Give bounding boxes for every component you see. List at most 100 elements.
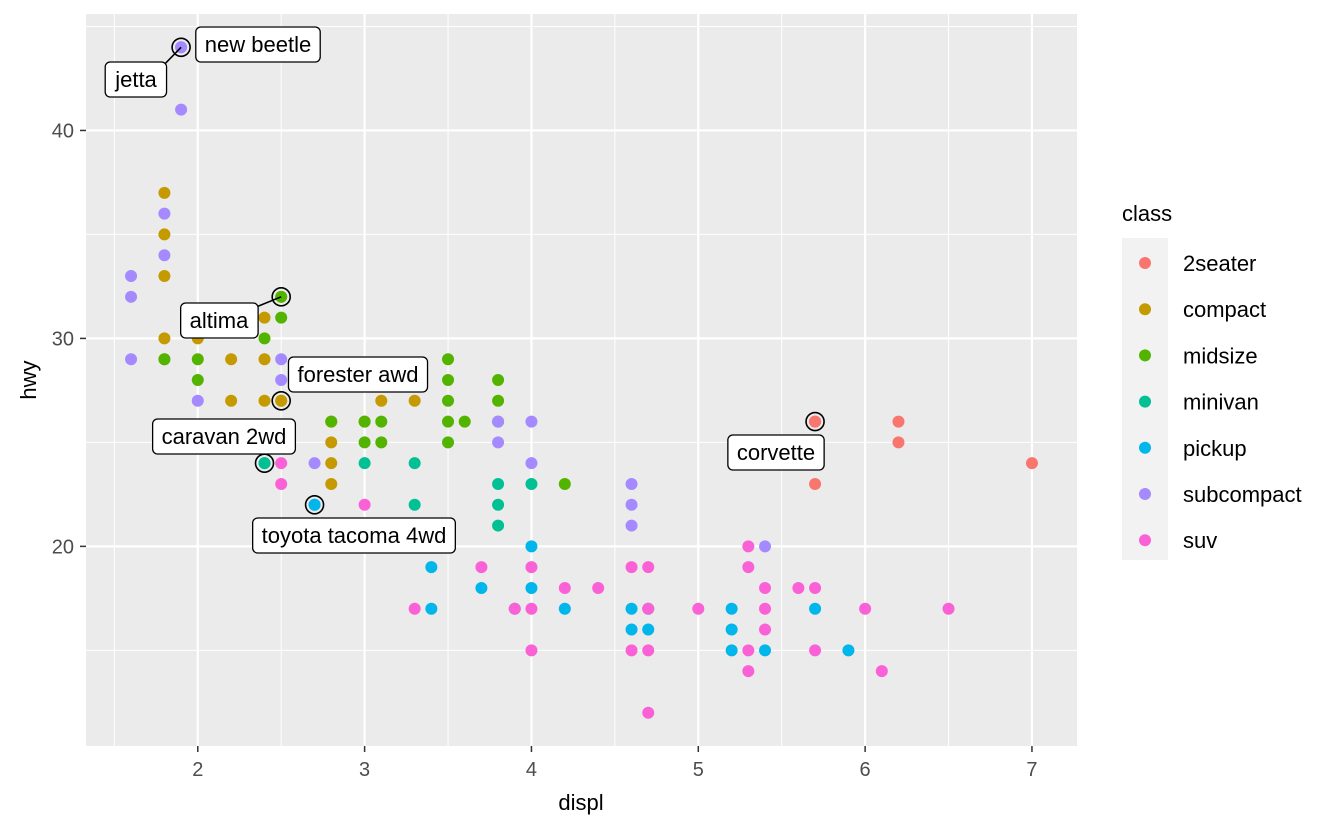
point-compact [158, 332, 171, 345]
highlight-ring [171, 37, 191, 58]
point-midsize [442, 436, 455, 449]
x-tick-label: 2 [192, 759, 203, 781]
legend: class 2seater compact midsize minivan pickup… [1122, 201, 1302, 560]
point-midsize [375, 415, 388, 428]
annotation-text: altima [190, 308, 249, 333]
point-compact [258, 311, 271, 324]
annotation-box [151, 418, 297, 455]
annotation-text: caravan 2wd [162, 424, 287, 449]
x-axis-title: displ [558, 790, 603, 815]
point-suv [692, 602, 705, 615]
y-tick-label: 40 [52, 120, 74, 142]
point-midsize [191, 353, 204, 366]
point-midsize [358, 436, 371, 449]
point-pickup [809, 602, 822, 615]
point-subcompact [492, 436, 505, 449]
point-midsize [492, 394, 505, 407]
highlight-ring [271, 287, 291, 307]
point-compact [225, 353, 238, 366]
annotation-label: caravan 2wd [151, 418, 297, 455]
y-axis: 20 30 40 [52, 120, 86, 558]
point-suv [742, 665, 755, 678]
x-tick-label: 4 [526, 759, 537, 781]
point-subcompact [275, 353, 288, 366]
point-midsize [191, 374, 204, 386]
x-axis: 2 3 4 5 6 7 [192, 746, 1038, 781]
point-compact [158, 270, 171, 283]
point-suv [475, 561, 488, 574]
point-suv [742, 540, 755, 553]
point-subcompact [759, 540, 772, 553]
point-suv [525, 602, 538, 615]
point-midsize [258, 332, 271, 345]
legend-label-2seater: 2seater [1183, 251, 1256, 276]
point-suv [275, 477, 288, 490]
point-pickup [625, 602, 638, 615]
highlight-point [258, 457, 271, 470]
highlight-ring [271, 390, 291, 411]
point-pickup [725, 623, 738, 636]
point-suv [525, 644, 538, 657]
annotations: new beetle jetta altima forester awd caravan… [104, 26, 825, 554]
point-compact [158, 186, 171, 199]
point-midsize [442, 415, 455, 428]
legend-label-compact: compact [1183, 297, 1266, 322]
point-pickup [725, 602, 738, 615]
annotation-text: new beetle [205, 32, 311, 57]
plot-panel [86, 14, 1077, 746]
point-2seater [892, 415, 905, 428]
point-suv [642, 561, 655, 574]
point-subcompact [525, 457, 538, 470]
legend-items: 2seater compact midsize minivan pickup subcom… [1139, 251, 1302, 553]
point-suv [625, 644, 638, 657]
annotation-box [727, 434, 825, 471]
point-suv [592, 581, 605, 594]
annotation-label: altima [180, 296, 282, 339]
annotation-text: toyota tacoma 4wd [262, 523, 447, 548]
point-suv [759, 623, 772, 636]
point-suv [525, 561, 538, 574]
legend-key-midsize [1139, 349, 1151, 362]
legend-key-compact [1139, 303, 1151, 316]
legend-key-2seater [1139, 257, 1151, 269]
point-subcompact [191, 394, 204, 407]
annotation-box [180, 302, 259, 339]
annotation-label: toyota tacoma 4wd [252, 517, 456, 554]
highlight-ring [304, 494, 325, 515]
annotation-label: forester awd [287, 356, 429, 393]
point-minivan [358, 457, 371, 470]
point-2seater [809, 477, 822, 490]
x-tick-label: 6 [860, 759, 871, 781]
legend-key-subcompact [1139, 488, 1151, 500]
point-midsize [375, 436, 388, 449]
point-midsize [358, 415, 371, 428]
y-tick-label: 20 [52, 536, 74, 558]
point-minivan [525, 477, 538, 490]
legend-key-suv [1139, 534, 1151, 547]
annotation-box [287, 356, 429, 393]
point-suv [809, 644, 822, 657]
annotation-label: corvette [727, 434, 825, 471]
point-suv [859, 602, 872, 615]
point-suv [408, 602, 421, 615]
point-minivan [408, 457, 421, 470]
highlight-point [308, 498, 321, 511]
point-suv [742, 561, 755, 574]
x-tick-label: 3 [359, 759, 370, 781]
point-suv [942, 602, 955, 615]
point-minivan [408, 498, 421, 511]
point-pickup [725, 644, 738, 657]
legend-label-suv: suv [1183, 528, 1217, 553]
point-suv [759, 602, 772, 615]
point-subcompact [158, 207, 171, 220]
point-compact [325, 436, 338, 449]
point-midsize [492, 374, 505, 386]
legend-label-pickup: pickup [1183, 436, 1247, 461]
point-pickup [842, 644, 855, 657]
point-compact [325, 477, 338, 490]
point-2seater [1025, 457, 1038, 470]
point-subcompact [125, 290, 138, 303]
point-compact [258, 353, 271, 366]
annotation-box [252, 517, 456, 554]
point-midsize [275, 311, 288, 324]
